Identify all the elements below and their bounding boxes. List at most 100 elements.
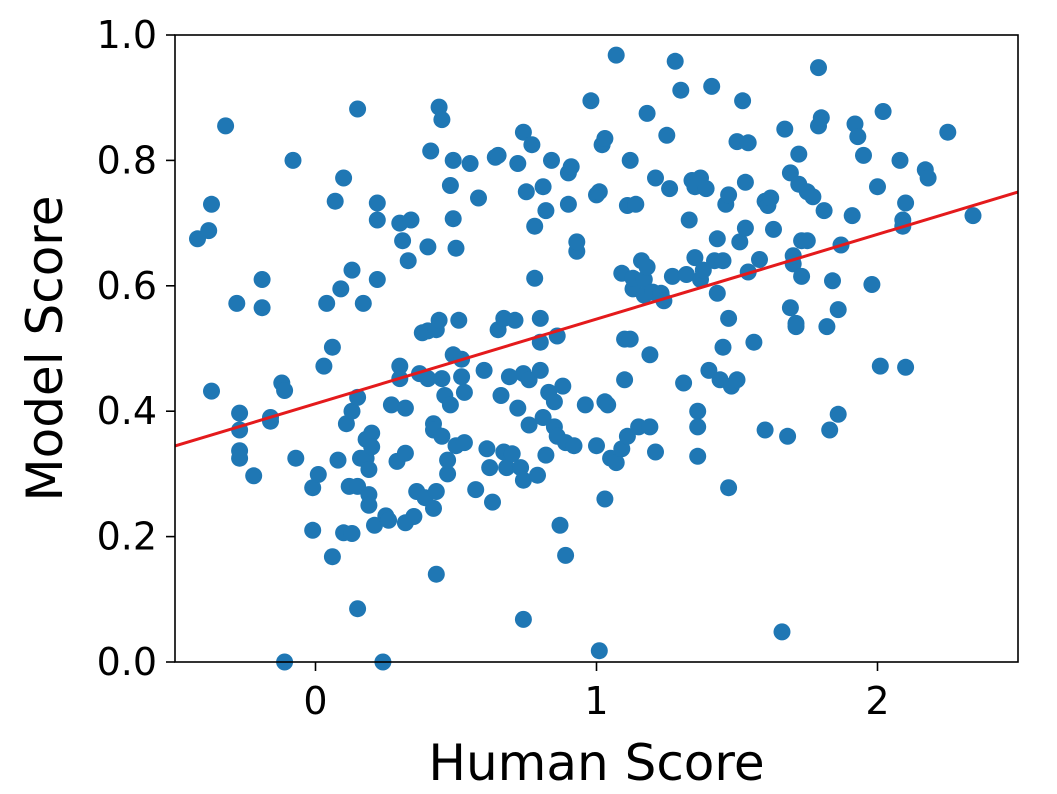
data-point [559,195,577,213]
data-point [568,233,586,251]
data-point [332,280,350,298]
y-axis-ticks: 0.0 0.2 0.4 0.6 0.8 1.0 [97,13,175,684]
data-point [720,186,738,204]
data-point [863,276,881,293]
data-point [543,151,560,169]
data-point [779,427,797,445]
data-point [323,548,341,566]
data-point [276,382,294,399]
data-point [363,438,381,456]
data-point [554,377,572,395]
data-point [399,252,417,270]
data-point [447,239,465,257]
data-point [677,266,695,283]
data-point [647,169,664,187]
data-point [565,437,583,455]
data-point [253,271,271,288]
data-point [335,169,353,187]
data-point [891,151,909,169]
data-point [405,508,423,525]
data-point [821,421,839,439]
data-point [647,443,664,461]
data-point [470,189,487,207]
data-point [582,92,600,110]
data-point [815,202,833,220]
y-tick-label: 1.0 [97,13,157,57]
x-axis-title: Human Score [428,734,764,792]
data-point [714,252,732,270]
data-point [318,294,336,312]
data-point [425,499,442,517]
data-point [793,267,811,285]
data-point [427,565,445,583]
data-point [616,371,634,389]
data-point [590,642,608,660]
data-point [531,361,549,379]
data-point [453,368,471,386]
data-point [869,178,886,196]
data-point [366,516,383,534]
y-tick-label: 0.8 [97,138,157,182]
data-point [380,511,398,529]
data-point [537,202,555,220]
data-point [430,311,448,329]
data-point [590,183,608,201]
data-point [489,146,507,164]
data-point [680,211,698,229]
data-point [531,309,549,327]
data-point [396,444,414,462]
data-point [607,454,625,472]
data-point [689,418,707,436]
data-point [391,357,409,375]
data-point [439,451,457,469]
data-point [694,261,712,279]
data-point [323,338,341,356]
data-point [354,294,372,312]
data-point [641,346,659,364]
data-point [720,479,738,497]
data-point [349,600,367,618]
data-point [765,220,782,238]
data-point [419,370,437,388]
data-point [855,146,872,164]
data-point [455,434,473,452]
data-point [551,516,569,534]
data-point [790,145,808,163]
data-point [520,371,538,389]
data-point [509,399,527,417]
data-point [964,207,982,225]
data-point [874,103,892,120]
data-point [455,383,473,401]
data-point [520,416,538,434]
data-point [638,104,656,122]
data-point [284,151,302,169]
data-point [368,211,386,229]
data-point [849,128,867,146]
data-point [798,232,816,250]
data-point [663,267,681,285]
data-point [529,466,546,484]
data-point [666,52,684,70]
data-point [576,396,594,414]
data-point [537,446,555,464]
data-point [627,195,645,213]
data-point [689,447,707,465]
data-point [812,109,830,127]
data-point [203,382,220,400]
data-point [829,405,847,423]
regression-line [174,190,1019,448]
data-point [396,399,414,417]
data-point [329,451,347,469]
data-point [751,251,768,268]
data-point [596,130,614,147]
data-point [509,155,527,172]
y-tick-label: 0.6 [97,264,157,308]
data-point [672,81,690,99]
data-point [500,368,518,386]
y-tick-label: 0.2 [97,515,157,559]
data-point [776,120,794,138]
data-point [450,311,468,329]
data-point [360,461,378,478]
data-point [534,409,552,426]
